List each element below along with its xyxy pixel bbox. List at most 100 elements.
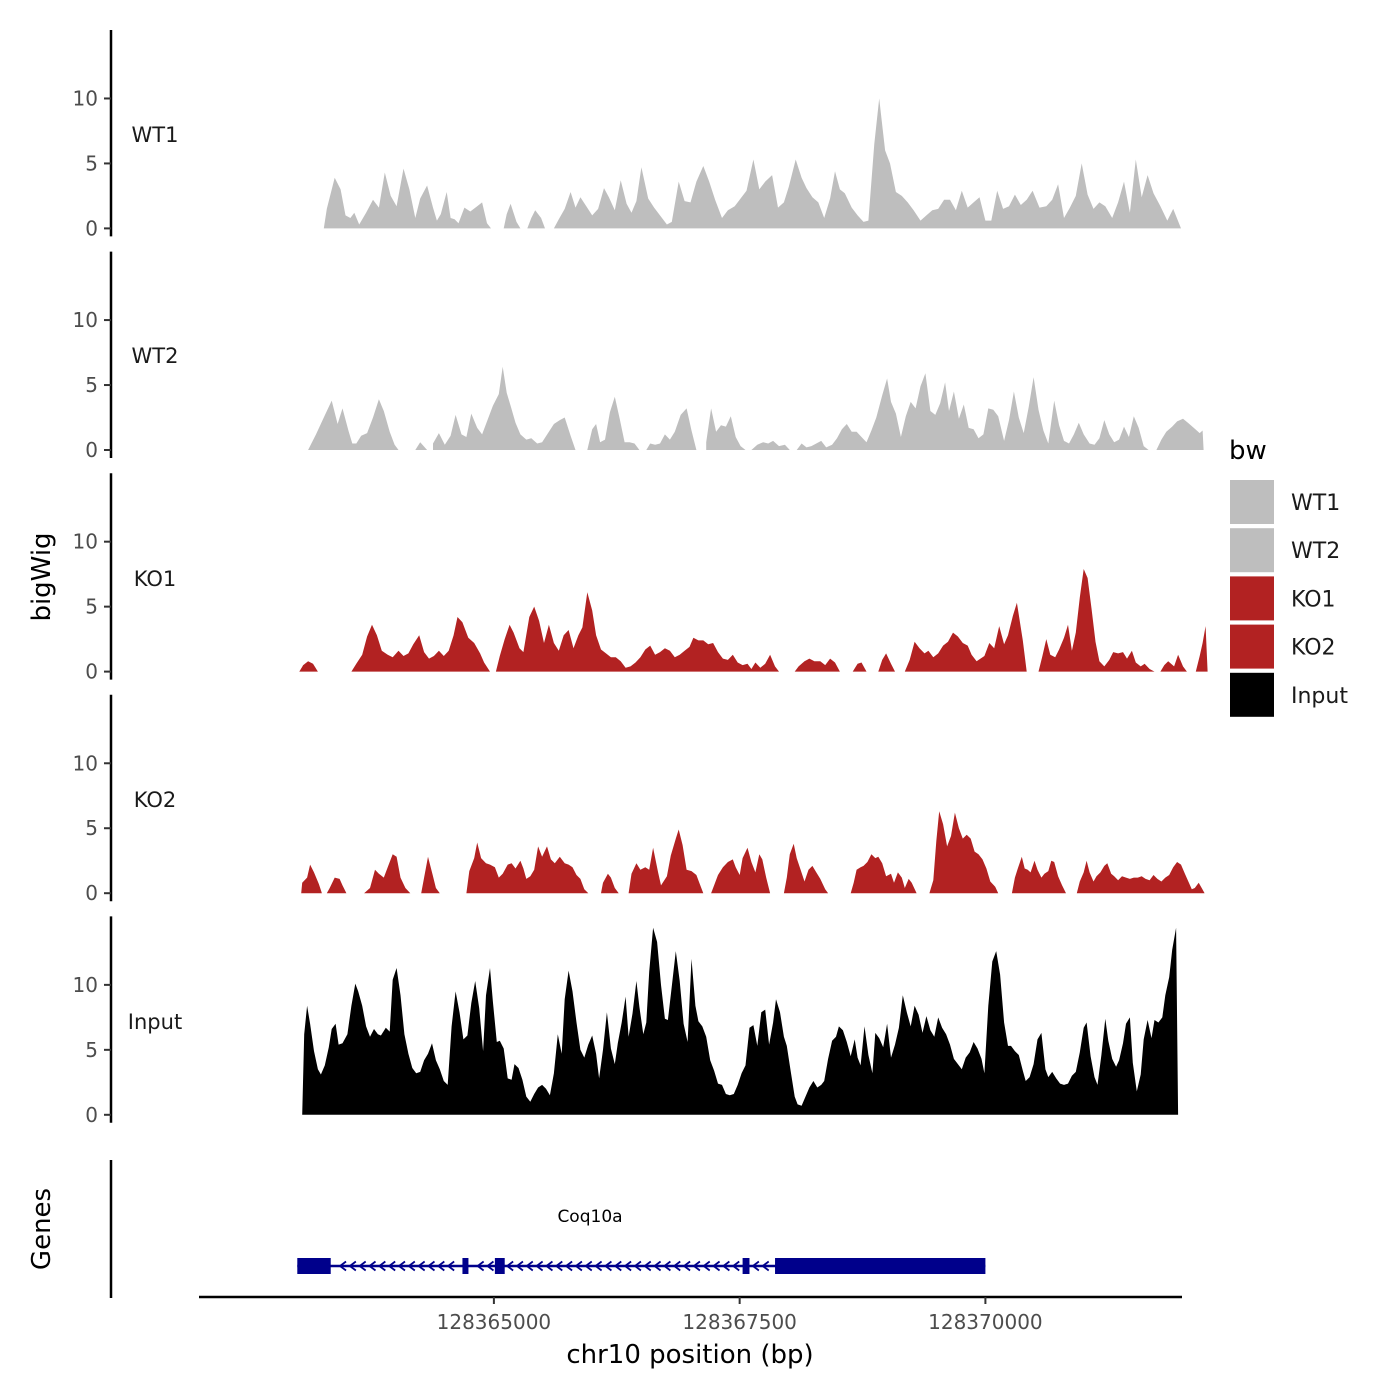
strand-arrow: [544, 1260, 553, 1272]
x-tick-label-128370000: 128370000: [928, 1310, 1043, 1334]
legend-title: bw: [1229, 436, 1267, 466]
y-tick-label-wt2-5: 5: [85, 373, 98, 397]
y-tick-label-wt1-5: 5: [85, 151, 98, 175]
signal-area-wt2-4: [646, 408, 697, 450]
strand-arrow: [417, 1260, 426, 1272]
signal-area-ko2-12: [1076, 860, 1205, 894]
signal-area-ko1-1: [351, 617, 490, 672]
strand-arrow: [672, 1260, 681, 1272]
track-wt1: 0 5 10 WT1: [73, 30, 1181, 240]
legend-label-ko2: KO2: [1291, 636, 1336, 661]
legend-swatch-wt2: [1230, 528, 1274, 573]
signal-area-ko1-7: [1038, 569, 1155, 672]
signal-area-ko2-5: [601, 873, 619, 894]
signal-area-wt2-7: [796, 373, 1149, 450]
legend: bw WT1 WT2 KO1 KO2 Input: [1229, 436, 1348, 717]
strand-arrow: [653, 1260, 662, 1272]
track-ko1: 0 5 10 KO1: [73, 473, 1208, 684]
track-label-wt2: WT2: [132, 344, 179, 368]
strand-arrow: [574, 1260, 583, 1272]
signal-area-wt1-2: [527, 210, 545, 229]
strand-arrow: [525, 1260, 534, 1272]
strand-arrow: [751, 1260, 760, 1272]
y-tick-label-ko2-10: 10: [73, 751, 98, 775]
signal-area-wt1-1: [503, 203, 521, 229]
strand-arrow: [712, 1260, 721, 1272]
strand-arrow: [613, 1260, 622, 1272]
tracks-layer: 0 5 10 WT1 0 5 10 WT2 0 5 10 KO1 0 5 10 KO2 0 5 10 Input: [73, 30, 1208, 1127]
gene-exon-3: [494, 1258, 505, 1274]
strand-arrow: [721, 1260, 730, 1272]
signal-area-wt2-8: [1156, 418, 1204, 450]
strand-arrow: [643, 1260, 652, 1272]
y-tick-label-wt2-0: 0: [85, 438, 98, 462]
strand-arrow: [407, 1260, 416, 1272]
strand-arrow: [761, 1260, 770, 1272]
strand-arrow: [387, 1260, 396, 1272]
legend-swatch-ko2: [1230, 624, 1274, 669]
strand-arrow: [554, 1260, 563, 1272]
x-tick-label-128365000: 128365000: [437, 1310, 552, 1334]
signal-area-wt2-5: [706, 408, 746, 450]
y-tick-label-ko2-5: 5: [85, 816, 98, 840]
strand-arrow: [702, 1260, 711, 1272]
genes-axis-title: Genes: [27, 1188, 57, 1270]
strand-arrow: [564, 1260, 573, 1272]
legend-label-input: Input: [1291, 684, 1348, 709]
signal-area-ko1-4: [852, 662, 867, 672]
track-ko2: 0 5 10 KO2: [73, 694, 1205, 905]
signal-area-wt2-2: [433, 366, 576, 450]
signal-area-ko2-7: [711, 847, 771, 894]
strand-arrow: [682, 1260, 691, 1272]
signal-area-ko2-6: [628, 829, 704, 894]
strand-arrow: [731, 1260, 740, 1272]
y-tick-label-wt1-10: 10: [73, 86, 98, 110]
signal-area-ko2-10: [929, 811, 999, 894]
signal-area-input-0: [302, 927, 1179, 1115]
y-tick-label-ko1-0: 0: [85, 660, 98, 684]
strand-arrow: [535, 1260, 544, 1272]
signal-area-ko1-0: [299, 661, 318, 672]
y-tick-label-ko1-5: 5: [85, 595, 98, 619]
signal-area-wt2-6: [751, 440, 790, 450]
gene-track: Coq10a: [109, 1160, 986, 1298]
signal-area-ko1-9: [1195, 626, 1208, 672]
strand-arrow: [358, 1260, 367, 1272]
gene-exon-2: [462, 1258, 469, 1274]
signal-area-ko1-3: [794, 658, 840, 672]
signal-area-ko2-1: [326, 877, 347, 894]
strand-arrow: [594, 1260, 603, 1272]
y-tick-label-ko2-0: 0: [85, 881, 98, 905]
y-axis-title: bigWig: [27, 532, 57, 621]
strand-arrow: [505, 1260, 514, 1272]
signal-area-ko1-6: [904, 602, 1027, 672]
signal-area-ko2-9: [850, 854, 917, 894]
legend-label-wt2: WT2: [1291, 539, 1340, 564]
gene-exon-4: [742, 1258, 750, 1274]
signal-area-ko2-3: [421, 856, 440, 894]
x-tick-label-128367500: 128367500: [682, 1310, 797, 1334]
strand-arrow: [436, 1260, 445, 1272]
signal-area-wt1-3: [553, 98, 1181, 229]
signal-area-wt2-3: [587, 396, 640, 450]
track-label-input: Input: [128, 1010, 182, 1034]
y-tick-label-input-5: 5: [85, 1038, 98, 1062]
strand-arrow: [446, 1260, 455, 1272]
strand-arrow: [338, 1260, 347, 1272]
strand-arrow: [633, 1260, 642, 1272]
track-label-wt1: WT1: [132, 123, 179, 147]
y-tick-label-input-10: 10: [73, 973, 98, 997]
signal-area-ko2-2: [364, 854, 411, 894]
y-tick-label-wt2-10: 10: [73, 308, 98, 332]
strand-arrow: [397, 1260, 406, 1272]
x-axis-title: chr10 position (bp): [566, 1340, 813, 1370]
strand-arrow: [623, 1260, 632, 1272]
legend-label-wt1: WT1: [1291, 491, 1340, 516]
signal-area-ko1-5: [878, 653, 895, 672]
gene-exon-1: [297, 1258, 331, 1274]
x-axis: 128365000 128367500 128370000: [199, 1295, 1182, 1334]
legend-label-ko1: KO1: [1291, 587, 1336, 612]
legend-swatch-ko1: [1230, 576, 1274, 621]
signal-area-ko1-8: [1160, 654, 1187, 672]
